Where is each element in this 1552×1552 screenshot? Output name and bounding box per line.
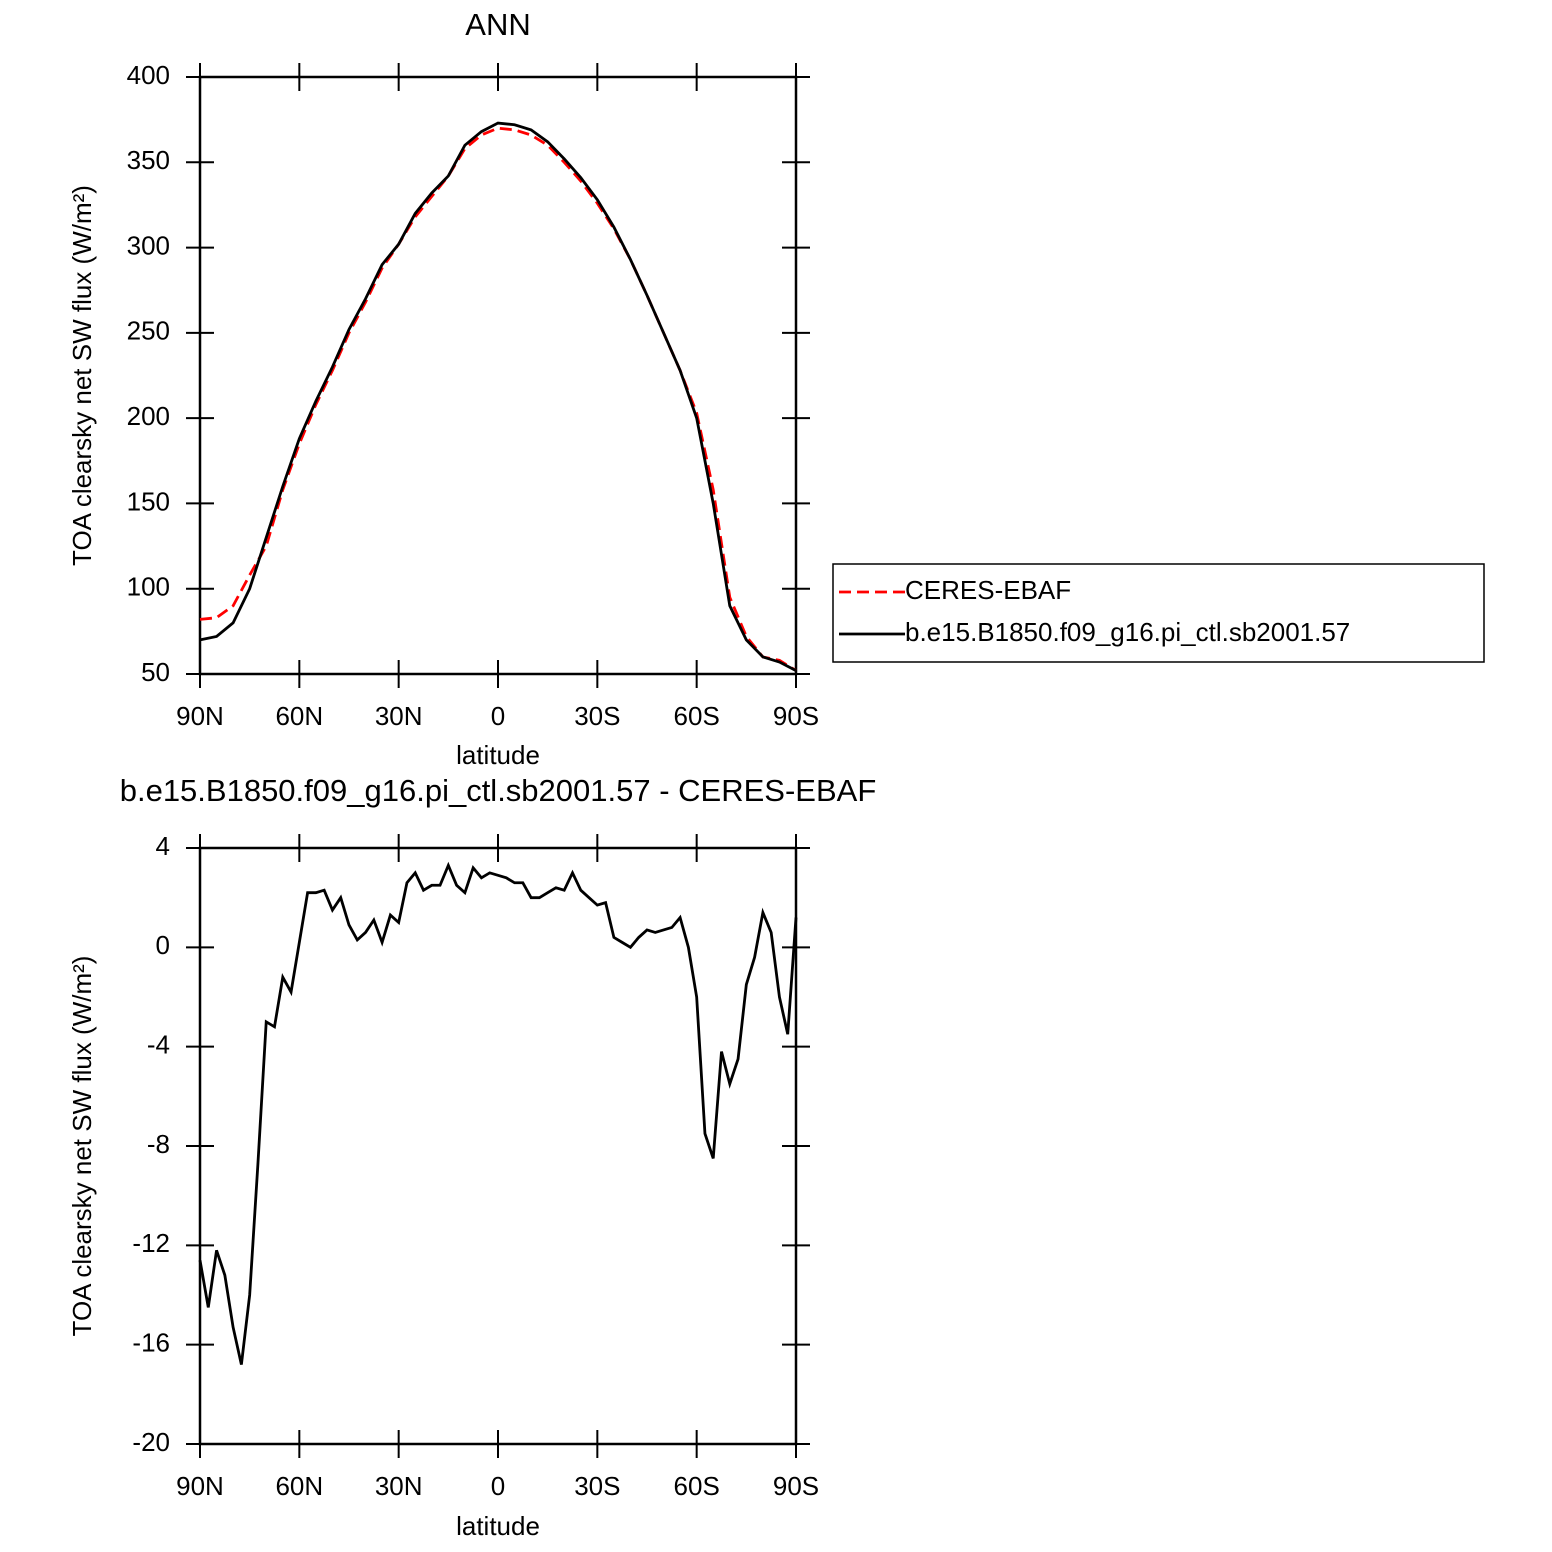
y-tick-label: 150 xyxy=(127,486,170,516)
plot-frame xyxy=(198,846,798,1446)
x-tick-label: 30S xyxy=(574,1471,620,1501)
chart-title: ANN xyxy=(465,7,530,42)
x-tick-label: 30S xyxy=(574,701,620,731)
y-tick-label: -16 xyxy=(132,1328,170,1358)
y-tick-label: 350 xyxy=(127,145,170,175)
x-tick-label: 30N xyxy=(375,701,423,731)
y-tick-label: 200 xyxy=(127,401,170,431)
x-tick-label: 60S xyxy=(674,1471,720,1501)
x-axis-label: latitude xyxy=(456,740,540,770)
y-tick-label: 250 xyxy=(127,316,170,346)
plot-frame xyxy=(198,75,798,676)
x-tick-label: 90N xyxy=(176,701,224,731)
x-tick-label: 90S xyxy=(773,701,819,731)
y-tick-label: -20 xyxy=(132,1427,170,1457)
y-axis-label: TOA clearsky net SW flux (W/m²) xyxy=(67,956,97,1337)
y-tick-label: 50 xyxy=(141,657,170,687)
x-tick-label: 60N xyxy=(275,701,323,731)
data-line xyxy=(198,861,798,1365)
chart-title: b.e15.B1850.f09_g16.pi_ctl.sb2001.57 - C… xyxy=(120,773,877,808)
x-tick-label: 90S xyxy=(773,1471,819,1501)
y-tick-label: -12 xyxy=(132,1228,170,1258)
y-tick-label: 4 xyxy=(156,831,170,861)
x-tick-label: 0 xyxy=(491,1471,505,1501)
x-tick-label: 90N xyxy=(176,1471,224,1501)
legend-label: CERES-EBAF xyxy=(905,575,1071,605)
legend-box xyxy=(832,563,1485,663)
y-tick-label: -4 xyxy=(147,1030,170,1060)
x-tick-label: 30N xyxy=(375,1471,423,1501)
y-tick-label: 400 xyxy=(127,60,170,90)
data-line xyxy=(199,126,797,672)
data-line xyxy=(199,121,797,672)
y-tick-label: -8 xyxy=(147,1129,170,1159)
y-tick-label: 100 xyxy=(127,572,170,602)
x-tick-label: 60N xyxy=(275,1471,323,1501)
y-tick-label: 300 xyxy=(127,230,170,260)
legend-label: b.e15.B1850.f09_g16.pi_ctl.sb2001.57 xyxy=(905,617,1350,647)
y-axis-label: TOA clearsky net SW flux (W/m²) xyxy=(67,185,97,566)
y-tick-label: 0 xyxy=(156,930,170,960)
x-axis-label: latitude xyxy=(456,1511,540,1541)
x-tick-label: 0 xyxy=(491,701,505,731)
x-tick-label: 60S xyxy=(674,701,720,731)
